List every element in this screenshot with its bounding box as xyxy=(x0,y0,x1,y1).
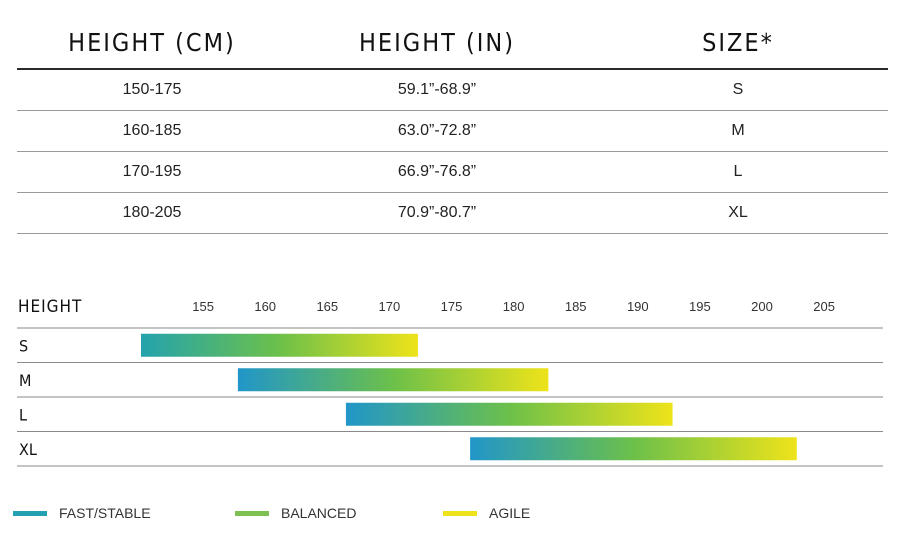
header-height-cm: HEIGHT (CM) xyxy=(68,28,236,57)
legend-label: AGILE xyxy=(489,505,531,521)
x-tick-label: 155 xyxy=(192,299,214,314)
cell-size: M xyxy=(731,122,745,139)
cell-in: 70.9”-80.7” xyxy=(397,204,477,221)
row-divider xyxy=(17,192,888,193)
cell-cm: 180-205 xyxy=(122,204,182,221)
x-tick-label: 170 xyxy=(379,299,401,314)
table-row: 180-205 70.9”-80.7” XL xyxy=(17,193,888,234)
x-tick-label: 180 xyxy=(503,299,525,314)
header-size: SIZE* xyxy=(702,28,774,57)
row-divider xyxy=(17,233,888,234)
header-height-in: HEIGHT (IN) xyxy=(359,28,515,57)
header-divider xyxy=(17,68,888,70)
legend-label: BALANCED xyxy=(281,505,357,521)
cell-cm: 170-195 xyxy=(122,163,182,180)
row-divider xyxy=(17,110,888,111)
x-tick-label: 185 xyxy=(565,299,587,314)
cell-cm: 150-175 xyxy=(122,81,182,98)
cell-in: 59.1”-68.9” xyxy=(397,81,477,98)
cell-in: 66.9”-76.8” xyxy=(397,163,477,180)
legend-label: FAST/STABLE xyxy=(59,505,151,521)
category-label-s: S xyxy=(19,336,28,355)
size-range-chart: HEIGHT 155 160 165 170 175 180 185 190 195 200 205… xyxy=(17,297,883,467)
cell-size: XL xyxy=(728,204,748,221)
table-row: 150-175 59.1”-68.9” S xyxy=(17,70,888,111)
chart-row-header: HEIGHT xyxy=(18,297,82,317)
x-tick-label: 165 xyxy=(316,299,338,314)
cell-size: L xyxy=(733,163,743,180)
cell-cm: 160-185 xyxy=(122,122,182,139)
legend-swatch xyxy=(13,511,47,516)
x-tick-label: 175 xyxy=(441,299,463,314)
range-bar-l xyxy=(345,402,673,426)
x-tick-label: 200 xyxy=(751,299,773,314)
cell-in: 63.0”-72.8” xyxy=(397,122,477,139)
x-tick-label: 160 xyxy=(254,299,276,314)
range-bar-m xyxy=(237,368,549,392)
x-tick-label: 190 xyxy=(627,299,649,314)
range-bar-s xyxy=(141,333,418,357)
x-tick-label: 205 xyxy=(813,299,835,314)
category-label-m: M xyxy=(19,371,31,390)
category-label-xl: XL xyxy=(19,440,37,459)
legend-swatch xyxy=(443,511,477,516)
x-tick-label: 195 xyxy=(689,299,711,314)
table-row: 160-185 63.0”-72.8” M xyxy=(17,111,888,152)
legend-swatch xyxy=(235,511,269,516)
range-bar-xl xyxy=(470,437,797,461)
table-row: 170-195 66.9”-76.8” L xyxy=(17,152,888,193)
cell-size: S xyxy=(732,81,744,98)
category-label-l: L xyxy=(19,405,27,424)
row-divider xyxy=(17,151,888,152)
